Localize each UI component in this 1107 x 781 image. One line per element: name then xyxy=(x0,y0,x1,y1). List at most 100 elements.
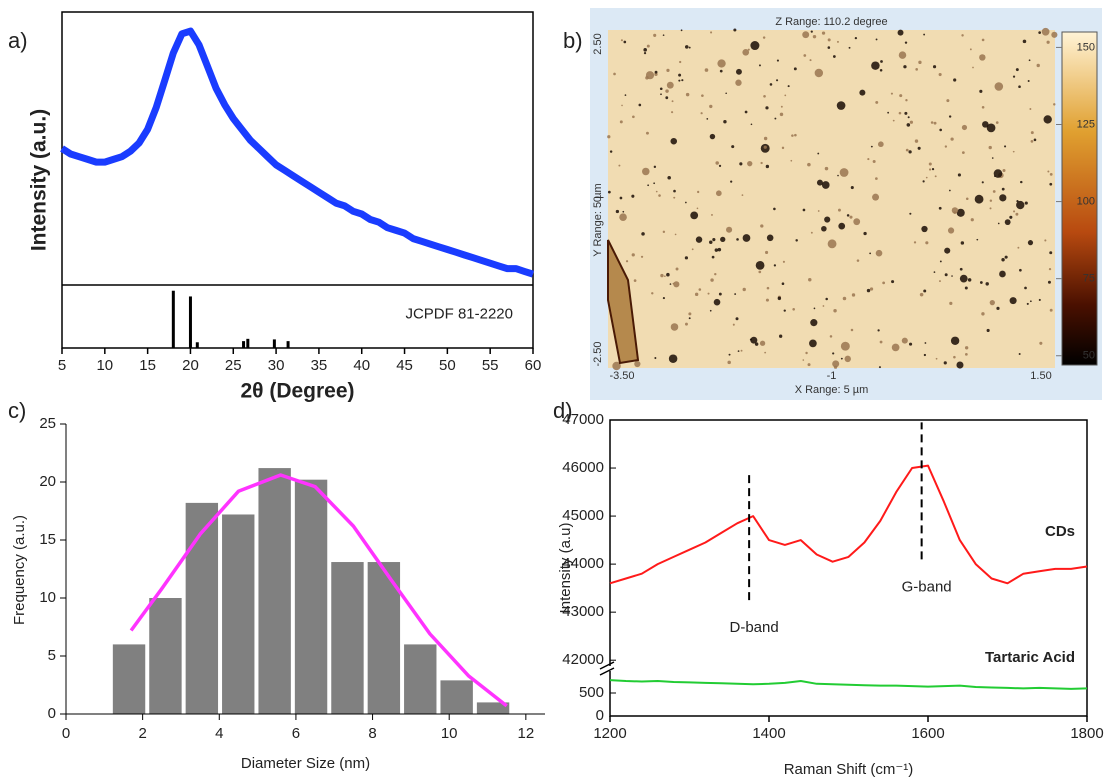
texture-dot xyxy=(1049,172,1053,176)
colorbar-label: 75 xyxy=(1083,273,1095,285)
texture-dot xyxy=(875,177,878,180)
texture-dot xyxy=(787,85,790,88)
texture-dot xyxy=(701,94,704,97)
x-tick-label: 0 xyxy=(62,725,70,742)
texture-dot xyxy=(1001,187,1005,191)
x-axis-label: 2θ (Degree) xyxy=(240,380,354,403)
texture-dot xyxy=(793,67,797,71)
texture-dot xyxy=(776,79,779,82)
texture-dot xyxy=(890,92,893,95)
texture-dot xyxy=(999,194,1007,202)
texture-dot xyxy=(1018,85,1021,88)
x-tick-label: 40 xyxy=(353,357,370,374)
texture-dot xyxy=(1048,267,1052,271)
texture-dot xyxy=(827,239,837,249)
texture-dot xyxy=(1012,150,1015,153)
texture-dot xyxy=(901,337,908,344)
texture-dot xyxy=(709,309,712,312)
texture-dot xyxy=(922,180,925,183)
texture-dot xyxy=(867,158,870,161)
texture-dot xyxy=(994,82,1004,91)
texture-dot xyxy=(684,45,689,49)
texture-dot xyxy=(685,322,688,326)
texture-dot xyxy=(961,34,964,37)
bar xyxy=(222,514,255,714)
x-tick-label: 25 xyxy=(225,357,242,374)
image-title: Z Range: 110.2 degree xyxy=(775,16,887,28)
texture-dot xyxy=(779,112,784,117)
texture-dot xyxy=(824,216,831,223)
texture-dot xyxy=(667,176,671,180)
y-axis-label: Intensity (a.u.) xyxy=(28,109,51,251)
texture-dot xyxy=(714,248,719,252)
texture-dot xyxy=(694,292,699,297)
afm-image xyxy=(608,30,1055,368)
texture-dot xyxy=(1047,170,1050,173)
texture-dot xyxy=(760,224,764,228)
texture-dot xyxy=(618,164,621,167)
texture-dot xyxy=(759,340,766,346)
texture-dot xyxy=(869,287,874,291)
x-tick-label: 1800 xyxy=(1070,725,1103,742)
texture-dot xyxy=(735,68,742,75)
texture-dot xyxy=(859,89,866,96)
texture-dot xyxy=(897,29,904,36)
texture-dot xyxy=(827,38,831,42)
texture-dot xyxy=(727,360,731,365)
texture-dot xyxy=(619,196,623,200)
texture-dot xyxy=(715,161,719,165)
texture-dot xyxy=(720,236,726,243)
texture-dot xyxy=(880,60,883,63)
texture-dot xyxy=(866,288,871,293)
texture-dot xyxy=(707,292,710,295)
texture-dot xyxy=(979,54,986,61)
texture-dot xyxy=(833,309,837,313)
y-tick-label: 45000 xyxy=(562,507,604,524)
texture-dot xyxy=(833,365,838,369)
texture-dot xyxy=(905,148,909,152)
texture-dot xyxy=(1051,31,1058,38)
texture-dot xyxy=(782,260,785,263)
y-tick-label: -2.50 xyxy=(592,341,604,366)
texture-dot xyxy=(638,103,642,107)
texture-dot xyxy=(672,282,675,285)
texture-dot xyxy=(906,123,911,127)
texture-dot xyxy=(640,255,644,258)
x-tick-label: 1.50 xyxy=(1030,370,1051,382)
texture-dot xyxy=(765,106,769,110)
y-tick-label: 43000 xyxy=(562,603,604,620)
texture-dot xyxy=(678,73,682,77)
texture-dot xyxy=(816,179,823,186)
texture-dot xyxy=(1009,215,1013,219)
texture-dot xyxy=(959,267,963,271)
texture-dot xyxy=(965,352,968,356)
texture-dot xyxy=(651,292,654,295)
texture-dot xyxy=(944,247,951,254)
texture-dot xyxy=(670,137,678,145)
texture-dot xyxy=(1036,63,1040,68)
texture-dot xyxy=(870,145,873,148)
texture-dot xyxy=(872,159,876,164)
reference-label: JCPDF 81-2220 xyxy=(405,305,513,322)
y-tick-label: 2.50 xyxy=(592,33,604,54)
bar xyxy=(185,502,219,714)
texture-dot xyxy=(647,184,650,187)
axis-break xyxy=(599,661,615,670)
texture-dot xyxy=(645,131,649,135)
texture-dot xyxy=(854,36,858,40)
colorbar-label: 100 xyxy=(1077,195,1095,207)
plot-frame xyxy=(609,419,1088,717)
texture-dot xyxy=(817,210,820,212)
texture-dot xyxy=(659,87,663,91)
texture-dot xyxy=(863,231,867,236)
texture-dot xyxy=(653,182,656,185)
texture-dot xyxy=(817,152,820,155)
texture-dot xyxy=(736,238,739,241)
texture-dot xyxy=(925,176,928,179)
texture-dot xyxy=(690,211,699,220)
texture-dot xyxy=(832,360,840,368)
annotation-label: D-band xyxy=(730,619,779,636)
texture-dot xyxy=(700,112,703,115)
texture-dot xyxy=(948,115,952,118)
